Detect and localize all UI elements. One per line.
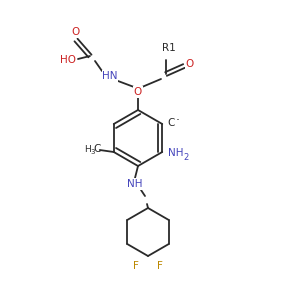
Text: O: O xyxy=(134,87,142,97)
Text: O: O xyxy=(186,59,194,69)
Text: C: C xyxy=(93,144,100,154)
Text: F: F xyxy=(157,261,163,271)
Text: HN: HN xyxy=(102,71,118,81)
Text: NH: NH xyxy=(127,179,143,189)
Text: 2: 2 xyxy=(184,152,189,161)
Text: F: F xyxy=(133,261,139,271)
Text: O: O xyxy=(71,27,79,37)
Text: NH: NH xyxy=(169,148,184,158)
Text: HO: HO xyxy=(60,55,76,65)
Text: H: H xyxy=(84,145,91,154)
Text: 3: 3 xyxy=(91,149,95,155)
Text: R1: R1 xyxy=(162,43,176,53)
Text: C: C xyxy=(168,118,175,128)
Text: ·: · xyxy=(175,115,179,128)
